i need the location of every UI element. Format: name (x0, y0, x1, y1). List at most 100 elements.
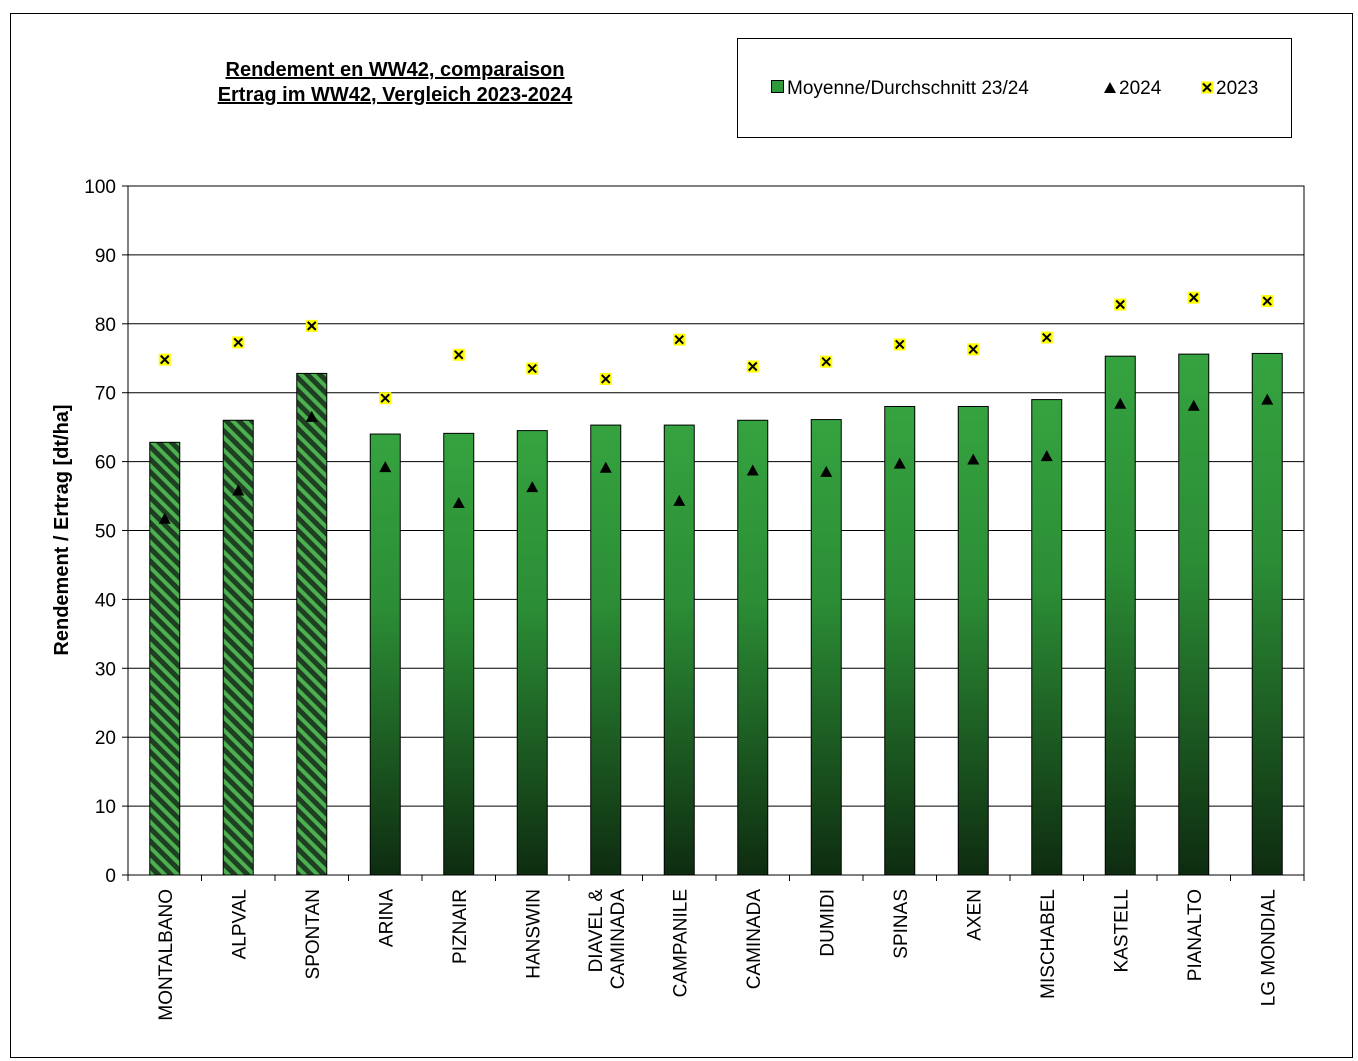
marker-2024 (1187, 399, 1200, 411)
x-tick-label: AXEN (964, 889, 985, 941)
x-tick-label: PIANALTO (1185, 889, 1206, 981)
marker-2023 (454, 350, 464, 360)
legend-x-icon (1201, 81, 1213, 94)
bar (1031, 399, 1063, 876)
x-tick-label: CAMPANILE (670, 889, 691, 997)
y-tick-label: 90 (95, 246, 116, 267)
x-tick-label: SPINAS (891, 889, 912, 959)
x-tick-label-line: SPONTAN (303, 889, 324, 979)
x-tick-label: KASTELL (1111, 889, 1132, 972)
marker-2023 (821, 356, 831, 367)
legend-item-2024: 2024 (1103, 79, 1161, 99)
marker-2024 (1040, 450, 1053, 462)
x-tick-label: HANSWIN (523, 889, 544, 979)
x-tick-label: CAMINADA (744, 889, 765, 990)
x-tick-label-line: SPINAS (891, 889, 912, 959)
marker-2024 (1114, 397, 1127, 409)
legend-label-2024: 2024 (1119, 78, 1162, 99)
x-tick-label-line: MISCHABEL (1038, 889, 1059, 999)
marker-2024 (158, 512, 171, 524)
marker-2023 (1042, 332, 1052, 343)
bar (516, 430, 548, 876)
marker-2024 (379, 461, 392, 473)
marker-2024 (305, 410, 318, 422)
y-tick-label: 30 (95, 659, 116, 680)
bar (1178, 353, 1210, 876)
bar (369, 433, 401, 876)
x-tick-label-line: ALPVAL (229, 889, 250, 959)
marker-2023 (307, 321, 317, 331)
bars (149, 352, 1283, 876)
marker-2024 (820, 465, 833, 477)
chart-title-line-2: Ertrag im WW42, Vergleich 2023-2024 (217, 84, 573, 106)
y-tick-label: 40 (95, 590, 116, 611)
y-tick-label: 20 (95, 728, 116, 749)
bar (663, 424, 695, 876)
legend-item-average: Moyenne/Durchschnitt 23/24 (771, 79, 1029, 99)
legend-swatch-average (771, 80, 784, 93)
chart-title: Rendement en WW42, comparaison Ertrag im… (140, 58, 650, 108)
x-tick-label: SPONTAN (303, 889, 324, 979)
y-tick-label: 0 (105, 866, 116, 887)
legend-item-2023: 2023 (1200, 79, 1258, 99)
marker-2023 (748, 361, 758, 372)
markers (158, 291, 1274, 524)
y-tick-label: 50 (95, 522, 116, 543)
bar (810, 419, 842, 876)
marker-2023 (160, 354, 170, 365)
marker-2024 (452, 496, 465, 508)
x-tick-label-line: HANSWIN (523, 889, 544, 979)
x-tick-label-line: KASTELL (1111, 889, 1132, 972)
x-tick-label-line: CAMINADA (608, 889, 629, 990)
marker-2023 (1115, 299, 1125, 310)
x-tick-label-line: DIAVEL & (586, 889, 607, 973)
marker-2023 (1262, 296, 1272, 306)
marker-2024 (1261, 393, 1274, 405)
axes: 0 10 20 30 40 50 60 70 80 90 100 MONTALBANO ALPVAL SP… (84, 177, 1305, 1021)
marker-2024 (967, 453, 980, 465)
marker-2023 (674, 334, 684, 345)
y-tick-label: 10 (95, 797, 116, 818)
x-tick-label-line: AXEN (964, 889, 985, 941)
x-tick-label: PIZNAIR (450, 889, 471, 964)
x-tick-label-line: MONTALBANO (156, 889, 177, 1021)
bar (884, 405, 916, 876)
legend-label-average: Moyenne/Durchschnitt 23/24 (787, 78, 1029, 99)
x-tick-label: ALPVAL (229, 889, 250, 959)
x-tick-label-line: LG MONDIAL (1258, 889, 1279, 1006)
marker-2023 (1189, 292, 1199, 303)
x-tick-label: DUMIDI (817, 889, 838, 957)
marker-2024 (673, 494, 686, 506)
x-tick-label-line: CAMPANILE (670, 889, 691, 997)
x-tick-label-line: DUMIDI (817, 889, 838, 957)
marker-2023 (380, 393, 390, 403)
x-tick-label: MISCHABEL (1038, 889, 1059, 999)
x-tick-label: DIAVEL &CAMINADA (586, 889, 629, 990)
chart-legend: Moyenne/Durchschnitt 23/24 2024 2023 (737, 38, 1292, 138)
bar (957, 405, 989, 876)
bar (222, 419, 254, 876)
x-tick-label-line: ARINA (376, 889, 397, 947)
x-tick-label-line: CAMINADA (744, 889, 765, 990)
y-tick-label: 100 (84, 177, 116, 198)
bar (296, 372, 328, 876)
chart-title-line-1: Rendement en WW42, comparaison (225, 59, 565, 81)
marker-2024 (746, 464, 759, 476)
marker-2023 (527, 363, 537, 374)
x-tick-label: LG MONDIAL (1258, 889, 1279, 1006)
x-tick-label: ARINA (376, 889, 397, 947)
legend-triangle-icon (1104, 82, 1116, 93)
marker-2023 (233, 337, 243, 348)
x-tick-label-line: PIANALTO (1185, 889, 1206, 981)
legend-label-2023: 2023 (1216, 78, 1259, 99)
marker-2023 (968, 344, 978, 355)
x-tick-label: MONTALBANO (156, 889, 177, 1021)
bar (1251, 352, 1283, 876)
marker-2023 (601, 374, 611, 384)
y-tick-label: 80 (95, 315, 116, 336)
marker-2023 (895, 339, 905, 350)
x-tick-label-line: PIZNAIR (450, 889, 471, 964)
marker-2024 (232, 484, 245, 496)
y-tick-label: 60 (95, 453, 116, 474)
